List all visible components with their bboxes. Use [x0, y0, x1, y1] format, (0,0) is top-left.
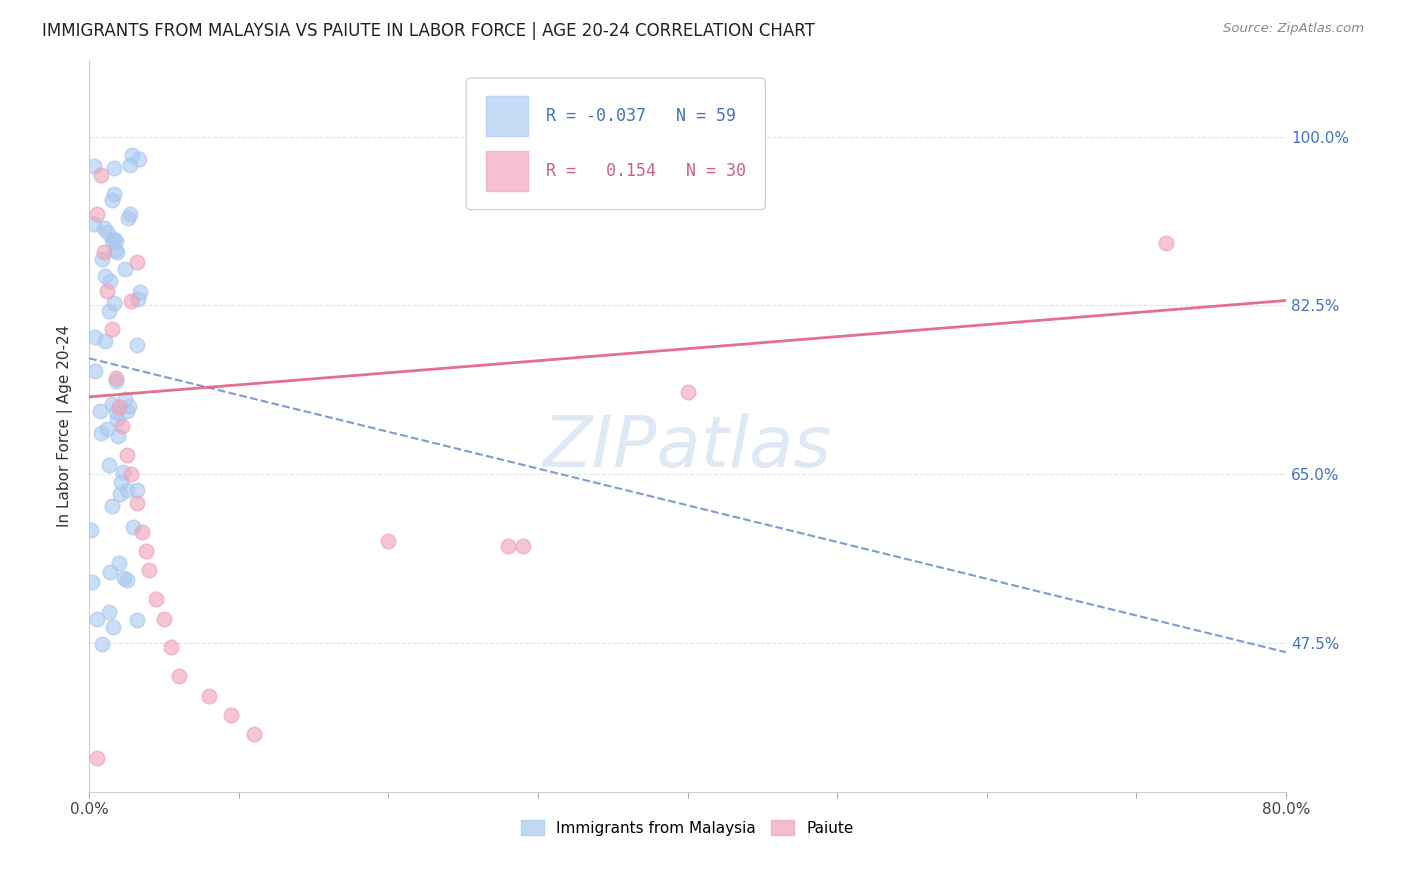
Point	[96, 284, 118, 298]
Point	[86, 751, 108, 765]
Point	[110, 475, 132, 489]
Point	[120, 467, 142, 481]
Point	[80, 523, 103, 537]
Point	[98, 605, 121, 619]
Point	[118, 207, 141, 221]
Point	[105, 411, 128, 425]
Point	[90, 637, 112, 651]
Point	[86, 207, 108, 221]
Text: IMMIGRANTS FROM MALAYSIA VS PAIUTE IN LABOR FORCE | AGE 20-24 CORRELATION CHART: IMMIGRANTS FROM MALAYSIA VS PAIUTE IN LA…	[42, 22, 815, 40]
Point	[105, 234, 128, 248]
Point	[108, 487, 131, 501]
Point	[96, 225, 118, 239]
Point	[135, 544, 157, 558]
Point	[90, 168, 112, 182]
Point	[98, 274, 121, 288]
Point	[153, 611, 176, 625]
Point	[103, 231, 125, 245]
Point	[83, 217, 105, 231]
Point	[496, 539, 519, 553]
Point	[100, 234, 122, 248]
Point	[107, 428, 129, 442]
Point	[104, 405, 127, 419]
Point	[125, 255, 148, 269]
Point	[129, 285, 152, 299]
Point	[120, 158, 142, 172]
Point	[96, 422, 118, 436]
Point	[131, 524, 153, 539]
Point	[103, 187, 125, 202]
Point	[111, 465, 134, 479]
Point	[86, 612, 108, 626]
Point	[84, 364, 107, 378]
FancyBboxPatch shape	[467, 78, 765, 210]
Point	[108, 400, 131, 414]
Legend: Immigrants from Malaysia, Paiute: Immigrants from Malaysia, Paiute	[522, 820, 853, 836]
Point	[1156, 235, 1178, 250]
Point	[103, 295, 125, 310]
Point	[125, 483, 148, 497]
Point	[125, 338, 148, 352]
Point	[120, 293, 142, 308]
Point	[121, 147, 143, 161]
Bar	[486, 96, 529, 136]
Bar	[486, 151, 529, 192]
Point	[101, 620, 124, 634]
Point	[122, 520, 145, 534]
Point	[100, 322, 122, 336]
Point	[160, 640, 183, 655]
Point	[105, 244, 128, 259]
Point	[100, 397, 122, 411]
Point	[83, 330, 105, 344]
Point	[125, 496, 148, 510]
Point	[101, 499, 124, 513]
Point	[127, 292, 149, 306]
Point	[80, 574, 103, 589]
Point	[198, 689, 221, 703]
Point	[83, 160, 105, 174]
Point	[115, 448, 138, 462]
Text: R = -0.037   N = 59: R = -0.037 N = 59	[547, 107, 737, 125]
Point	[89, 404, 111, 418]
Point	[112, 570, 135, 584]
Point	[242, 727, 264, 741]
Point	[138, 563, 160, 577]
Point	[105, 370, 128, 384]
Point	[104, 243, 127, 257]
Point	[105, 374, 128, 388]
Point	[676, 385, 699, 400]
Point	[219, 707, 242, 722]
Y-axis label: In Labor Force | Age 20-24: In Labor Force | Age 20-24	[58, 325, 73, 527]
Point	[103, 161, 125, 175]
Point	[107, 556, 129, 570]
Point	[101, 193, 124, 207]
Point	[98, 566, 121, 580]
Point	[93, 221, 115, 235]
Point	[91, 252, 114, 266]
Point	[98, 304, 121, 318]
Point	[167, 669, 190, 683]
Point	[93, 245, 115, 260]
Point	[377, 534, 399, 549]
Point	[111, 418, 134, 433]
Text: ZIPatlas: ZIPatlas	[543, 413, 832, 483]
Point	[145, 592, 167, 607]
Text: Source: ZipAtlas.com: Source: ZipAtlas.com	[1223, 22, 1364, 36]
Point	[128, 153, 150, 167]
Text: R =   0.154   N = 30: R = 0.154 N = 30	[547, 162, 747, 180]
Point	[125, 613, 148, 627]
Point	[117, 574, 139, 588]
Point	[512, 539, 534, 553]
Point	[93, 268, 115, 283]
Point	[114, 392, 136, 407]
Point	[115, 404, 138, 418]
Point	[94, 334, 117, 348]
Point	[118, 399, 141, 413]
Point	[114, 261, 136, 276]
Point	[90, 425, 112, 440]
Point	[97, 458, 120, 472]
Point	[115, 483, 138, 497]
Point	[117, 211, 139, 225]
